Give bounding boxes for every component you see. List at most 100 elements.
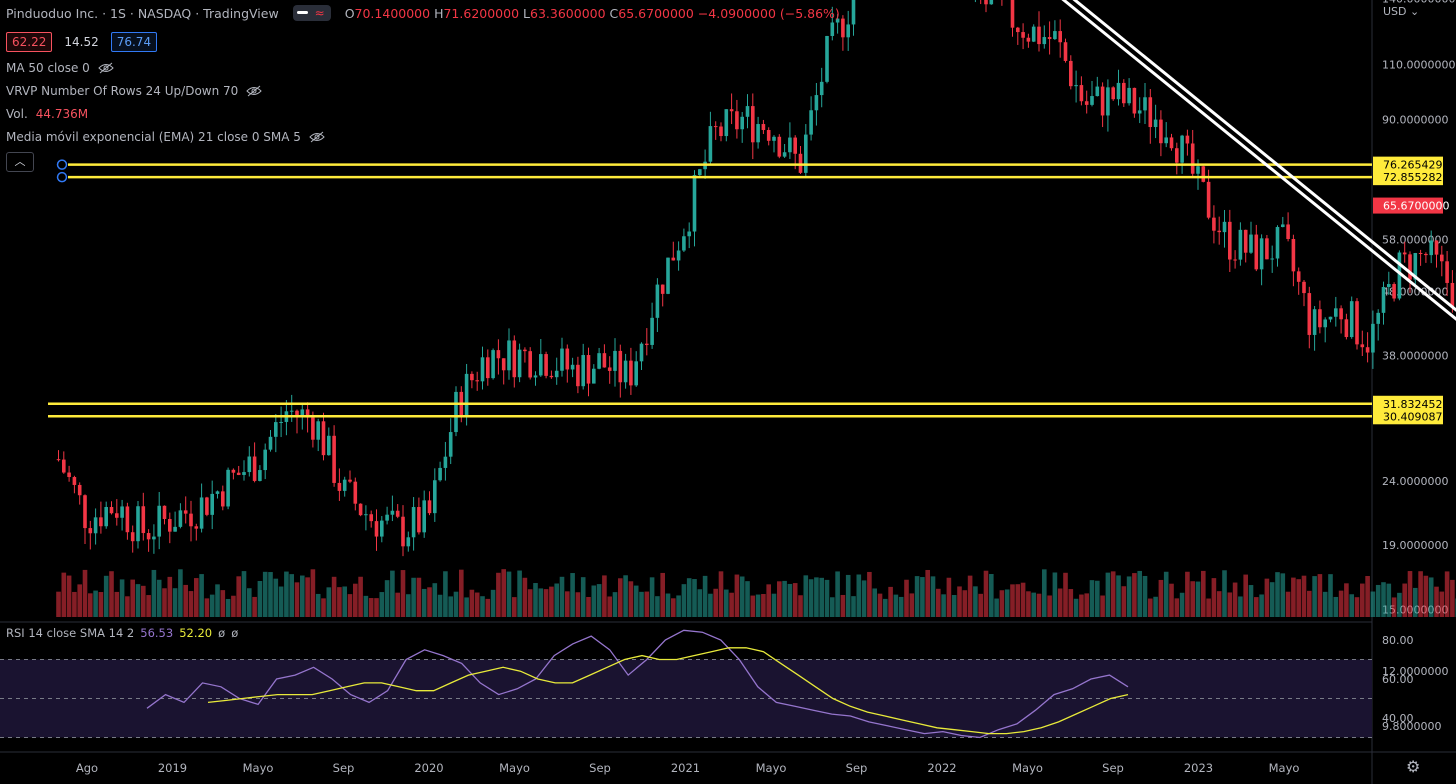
candle-body xyxy=(1228,221,1232,260)
candle-body xyxy=(210,493,214,515)
candle-body xyxy=(528,351,532,378)
rsi-legend[interactable]: RSI 14 close SMA 14 2 56.53 52.20 ø ø xyxy=(6,626,238,640)
volume-bar xyxy=(883,598,888,617)
volume-bar xyxy=(808,579,814,617)
volume-bar xyxy=(676,595,681,617)
volume-bar xyxy=(114,591,120,617)
volume-bar xyxy=(533,583,538,617)
indicator-ma[interactable]: MA 50 close 0 xyxy=(6,61,114,75)
volume-bar xyxy=(1057,588,1063,617)
volume-bar xyxy=(1259,594,1264,617)
volume-bar xyxy=(347,594,353,617)
volume-bar xyxy=(103,575,109,617)
volume-bar xyxy=(1222,570,1227,617)
eye-crossed-icon[interactable] xyxy=(98,62,114,74)
candle-body xyxy=(501,358,506,371)
eye-crossed-icon[interactable] xyxy=(309,131,325,143)
level-price-tag xyxy=(1373,156,1443,173)
candle-body xyxy=(719,126,723,137)
chart-header: Pinduoduo Inc. · 1S · NASDAQ · TradingVi… xyxy=(6,5,840,21)
volume-bar xyxy=(61,572,67,617)
candle-body xyxy=(417,507,421,533)
volume-bar xyxy=(437,594,443,617)
volume-bar xyxy=(363,595,369,617)
indicator-vrvp[interactable]: VRVP Number Of Rows 24 Up/Down 70 xyxy=(6,84,263,98)
volume-bar xyxy=(1211,578,1217,617)
indicator-volume[interactable]: Vol. 44.736M xyxy=(6,107,88,121)
sell-price-pill[interactable]: 62.22 xyxy=(6,32,53,52)
volume-bar xyxy=(178,569,183,617)
level-price-label: 76.2654290 xyxy=(1383,159,1449,172)
buy-price-pill[interactable]: 76.74 xyxy=(110,32,158,52)
volume-bar xyxy=(586,596,591,617)
indicator-ema[interactable]: Media móvil exponencial (EMA) 21 close 0… xyxy=(6,130,325,144)
volume-bar xyxy=(506,571,512,617)
volume-bar xyxy=(957,586,962,617)
candle-body xyxy=(793,137,797,154)
collapse-legend-button[interactable]: ︿ xyxy=(6,152,34,172)
candle-body xyxy=(194,526,199,529)
time-tick-label: 2022 xyxy=(927,761,956,775)
volume-bar xyxy=(591,585,597,617)
candle-body xyxy=(729,109,734,112)
time-tick-label: Sep xyxy=(333,761,355,775)
gear-icon[interactable]: ⚙ xyxy=(1406,757,1421,776)
chevron-up-icon: ︿ xyxy=(14,155,26,168)
volume-bar xyxy=(967,575,973,617)
candle-body xyxy=(1127,87,1131,104)
candle-body xyxy=(374,521,379,537)
candle-body xyxy=(507,340,511,371)
candle-body xyxy=(321,421,326,456)
volume-bar xyxy=(708,593,713,617)
volume-bar xyxy=(1206,598,1211,617)
candle-body xyxy=(411,507,416,538)
candle-body xyxy=(1053,31,1057,40)
volume-bar xyxy=(777,581,782,617)
volume-bar xyxy=(925,569,930,617)
candle-body xyxy=(565,348,570,370)
volume-bar xyxy=(628,581,634,617)
candle-body xyxy=(258,470,262,481)
candle-body xyxy=(422,500,426,533)
volume-bar xyxy=(1185,571,1190,617)
volume-bar xyxy=(416,577,422,617)
candle-body xyxy=(756,124,760,143)
volume-bar xyxy=(1354,597,1360,617)
volume-bar xyxy=(697,589,703,617)
candle-body xyxy=(491,350,495,379)
candle-body xyxy=(1296,271,1301,282)
candle-body xyxy=(713,126,718,128)
volume-bar xyxy=(1100,595,1105,617)
level-price-label: 72.8552827 xyxy=(1383,171,1449,184)
candle-body xyxy=(56,459,61,461)
volume-bar xyxy=(432,583,438,617)
volume-bar xyxy=(374,598,379,617)
volume-bar xyxy=(898,596,904,617)
eye-crossed-icon[interactable] xyxy=(246,85,263,97)
volume-bar xyxy=(162,588,167,617)
candle-body xyxy=(125,506,130,533)
symbol-title[interactable]: Pinduoduo Inc. · 1S · NASDAQ · TradingVi… xyxy=(6,5,279,21)
volume-bar xyxy=(724,589,729,617)
candle-body xyxy=(682,236,686,251)
currency-menu[interactable]: USD ⌄ xyxy=(1383,5,1419,18)
candle-body xyxy=(1344,319,1349,338)
volume-bar xyxy=(1169,583,1174,617)
candle-body xyxy=(443,456,448,468)
candle-body xyxy=(809,110,813,135)
volume-bar xyxy=(1397,592,1402,617)
volume-bar xyxy=(718,571,724,617)
chart-mode-toggle[interactable]: ≈ xyxy=(292,5,331,21)
volume-bar xyxy=(612,592,618,617)
candle-body xyxy=(772,136,776,141)
volume-bar xyxy=(1365,576,1370,617)
candle-body xyxy=(77,484,82,496)
volume-bar xyxy=(480,596,485,617)
rsi-extra-1: ø xyxy=(218,626,226,640)
time-tick-label: Mayo xyxy=(756,761,787,775)
candle-body xyxy=(358,503,363,516)
candle-body xyxy=(1222,221,1227,233)
candle-body xyxy=(523,349,527,352)
volume-bar xyxy=(739,576,745,617)
